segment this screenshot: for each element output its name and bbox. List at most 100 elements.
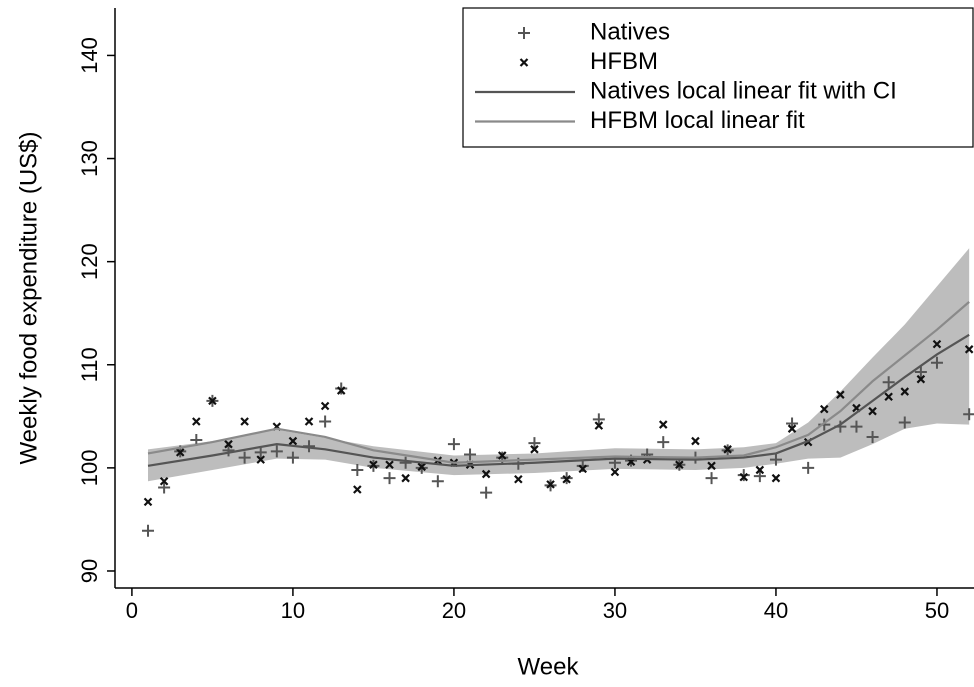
point (304, 417, 314, 426)
point (963, 408, 974, 421)
x-axis-label: Week (518, 653, 580, 680)
point (222, 444, 235, 457)
point (192, 417, 201, 426)
point (658, 420, 668, 429)
point (399, 456, 412, 469)
legend-label: HFBM (590, 48, 658, 75)
point (158, 481, 171, 494)
point (159, 477, 169, 486)
legend-marker (518, 27, 530, 39)
fit-line (147, 333, 970, 467)
point (578, 464, 588, 474)
point (320, 401, 330, 411)
point (964, 345, 974, 354)
point (351, 463, 364, 476)
legend-label: HFBM local linear fit (590, 107, 805, 134)
point (336, 386, 346, 395)
point (753, 470, 766, 483)
y-tick-label: 110 (77, 347, 102, 382)
point (739, 472, 749, 482)
point (675, 460, 684, 470)
point (737, 469, 750, 482)
point (319, 415, 332, 428)
y-tick-label: 120 (77, 243, 102, 280)
point (930, 356, 943, 369)
point (385, 460, 394, 470)
point (802, 461, 815, 474)
point (707, 461, 716, 471)
ci-band (148, 248, 970, 482)
point (514, 474, 523, 484)
point (417, 462, 427, 472)
point (657, 436, 670, 449)
point (286, 451, 299, 464)
point (818, 418, 831, 431)
point (143, 497, 153, 507)
point (787, 424, 797, 433)
y-tick-label: 130 (77, 140, 102, 177)
x-tick-label: 0 (126, 598, 138, 623)
point (256, 455, 265, 464)
point (884, 392, 893, 402)
point (882, 376, 895, 389)
point (900, 387, 910, 396)
y-tick-label: 90 (77, 559, 102, 583)
point (916, 374, 926, 384)
point (691, 436, 700, 446)
point (769, 453, 782, 466)
fit-line (147, 301, 970, 464)
point (932, 339, 942, 349)
x-tick-label: 30 (603, 598, 627, 623)
point (481, 469, 491, 479)
point (850, 420, 863, 433)
x-tick-label: 20 (442, 598, 466, 623)
point (562, 474, 571, 484)
point (142, 524, 155, 537)
point (866, 430, 879, 443)
y-tick-label: 100 (77, 450, 102, 487)
point (610, 467, 620, 477)
point (464, 448, 477, 461)
x-tick-label: 40 (764, 598, 788, 623)
point (868, 406, 877, 416)
point (546, 480, 555, 489)
point (447, 438, 460, 451)
point (819, 404, 829, 414)
point (353, 485, 362, 494)
point (771, 473, 781, 483)
point (224, 439, 233, 449)
point (705, 472, 718, 485)
point (208, 396, 217, 406)
point (914, 365, 927, 378)
legend-marker (519, 58, 529, 67)
point (401, 473, 410, 483)
x-tick-label: 10 (281, 598, 305, 623)
point (592, 413, 605, 426)
point (335, 382, 348, 395)
point (288, 436, 298, 446)
y-axis-label: Weekly food expenditure (US$) (15, 131, 42, 464)
point (240, 417, 249, 426)
legend-label: Natives (590, 18, 670, 45)
x-tick-label: 50 (925, 598, 949, 623)
legend-label: Natives local linear fit with CI (590, 77, 897, 104)
point (594, 421, 604, 430)
point (530, 445, 539, 454)
point (723, 445, 732, 454)
point (480, 486, 493, 499)
y-tick-label: 140 (77, 37, 102, 74)
point (431, 475, 444, 488)
point (383, 472, 396, 485)
point (369, 460, 378, 470)
point (836, 390, 845, 399)
legend-box (462, 7, 974, 148)
point (238, 451, 251, 464)
point (528, 437, 541, 450)
point (755, 465, 765, 475)
point (175, 448, 185, 457)
point (497, 451, 507, 460)
point (254, 446, 267, 459)
point (898, 416, 911, 429)
